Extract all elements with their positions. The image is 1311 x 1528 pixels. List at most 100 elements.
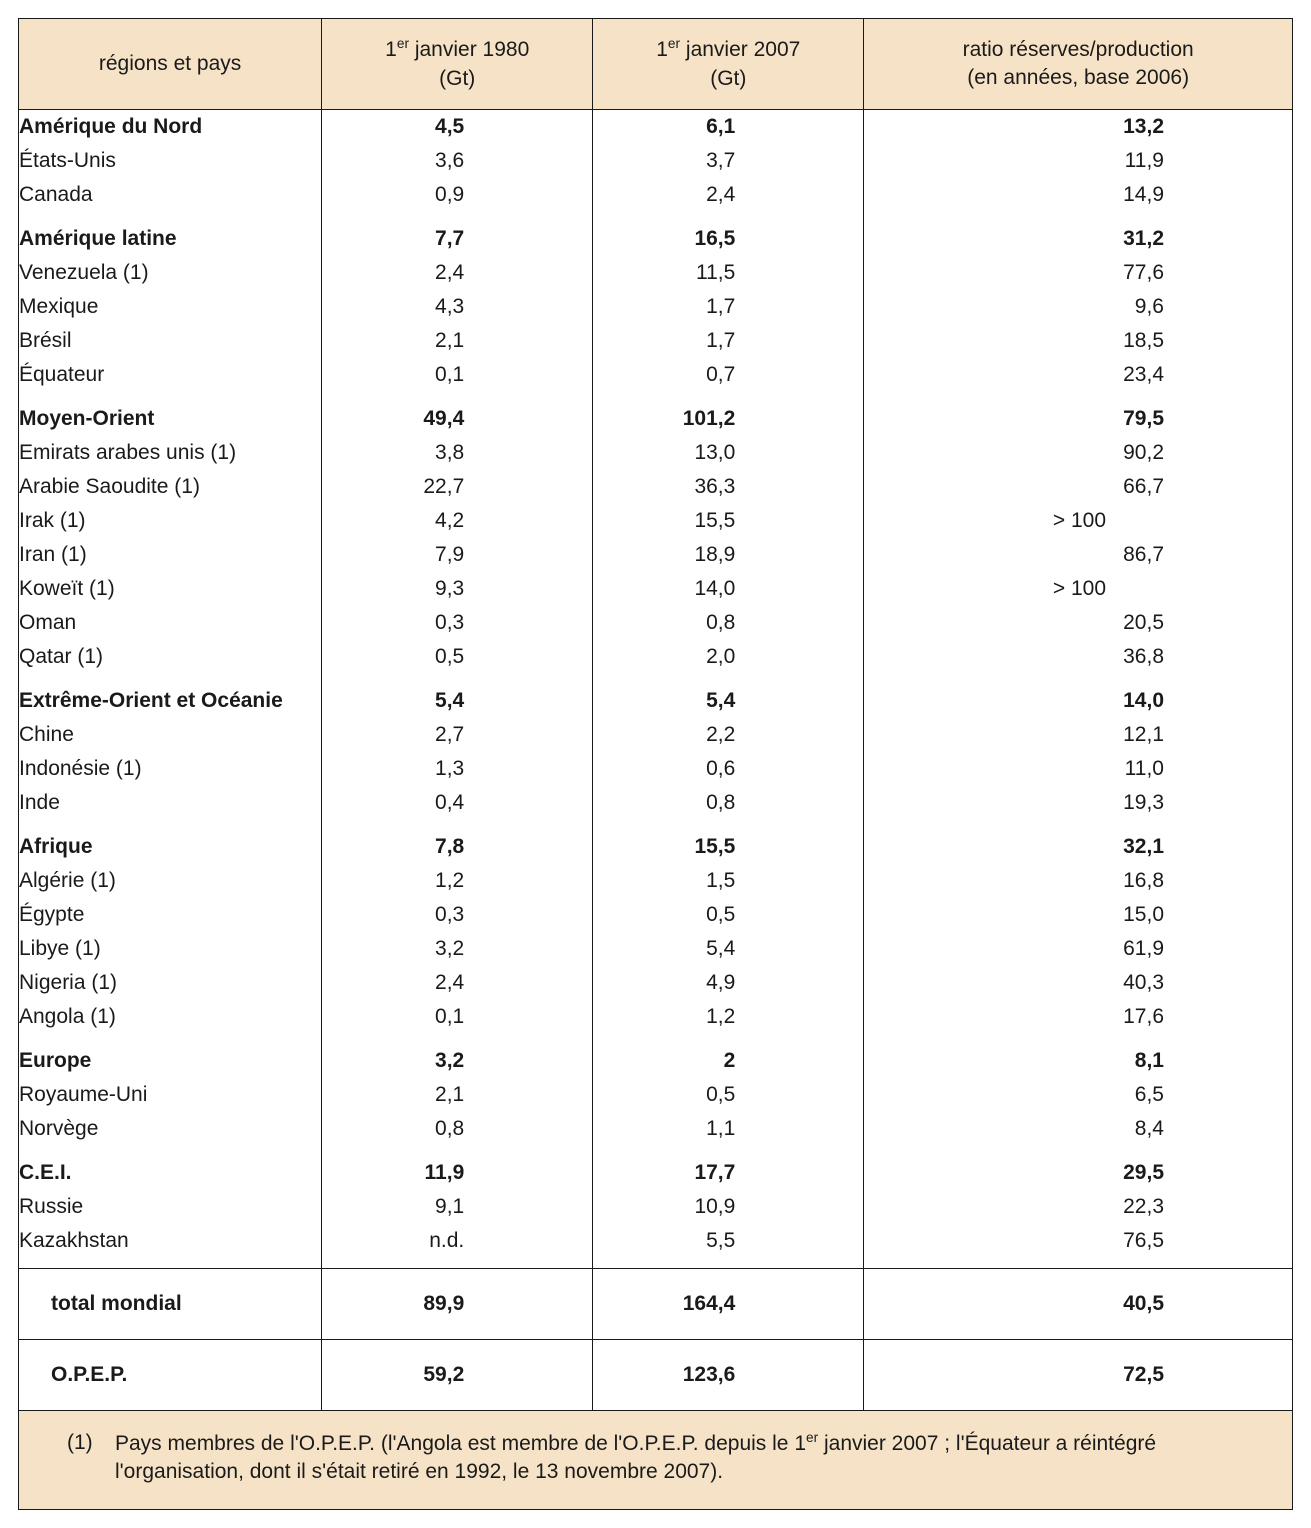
- table-row: O.P.E.P.59,2123,672,5: [19, 1340, 1293, 1411]
- value-2007: 2,0: [593, 640, 864, 674]
- table-row: Russie9,110,922,3: [19, 1190, 1293, 1224]
- value-1980: 2,7: [322, 718, 593, 752]
- region-label: Indonésie (1): [19, 752, 322, 786]
- value-1980: 3,6: [322, 144, 593, 178]
- value-1980: 0,4: [322, 786, 593, 820]
- value-ratio: 79,5: [864, 402, 1293, 436]
- region-label: Moyen-Orient: [19, 402, 322, 436]
- value-1980: 2,1: [322, 1078, 593, 1112]
- table-header: régions et pays 1er janvier 1980(Gt) 1er…: [19, 19, 1293, 110]
- value-2007: 2,4: [593, 178, 864, 212]
- value-1980: 2,4: [322, 256, 593, 290]
- value-ratio: 9,6: [864, 290, 1293, 324]
- value-ratio: 32,1: [864, 830, 1293, 864]
- value-2007: 5,4: [593, 932, 864, 966]
- region-label: Algérie (1): [19, 864, 322, 898]
- value-ratio: 16,8: [864, 864, 1293, 898]
- value-ratio: 11,0: [864, 752, 1293, 786]
- value-1980: 9,1: [322, 1190, 593, 1224]
- value-ratio: 20,5: [864, 606, 1293, 640]
- value-1980: 2,1: [322, 324, 593, 358]
- value-2007: 1,5: [593, 864, 864, 898]
- spacer-row: [19, 1258, 1293, 1269]
- value-1980: 1,2: [322, 864, 593, 898]
- spacer-row: [19, 1146, 1293, 1156]
- table-row: Amérique latine7,716,531,2: [19, 222, 1293, 256]
- value-1980: 4,3: [322, 290, 593, 324]
- table-row: Europe3,228,1: [19, 1044, 1293, 1078]
- value-1980: 0,9: [322, 178, 593, 212]
- table-row: États-Unis3,63,711,9: [19, 144, 1293, 178]
- value-2007: 2,2: [593, 718, 864, 752]
- value-1980: 0,1: [322, 358, 593, 392]
- value-1980: 49,4: [322, 402, 593, 436]
- value-2007: 5,5: [593, 1224, 864, 1258]
- value-ratio: 17,6: [864, 1000, 1293, 1034]
- table-row: Arabie Saoudite (1)22,736,366,7: [19, 470, 1293, 504]
- table-row: Moyen-Orient49,4101,279,5: [19, 402, 1293, 436]
- total-label: O.P.E.P.: [19, 1340, 322, 1411]
- value-1980: n.d.: [322, 1224, 593, 1258]
- table-row: Canada0,92,414,9: [19, 178, 1293, 212]
- value-ratio: 66,7: [864, 470, 1293, 504]
- value-ratio: 14,0: [864, 684, 1293, 718]
- value-2007: 0,7: [593, 358, 864, 392]
- region-label: Nigeria (1): [19, 966, 322, 1000]
- col-header-1980: 1er janvier 1980(Gt): [322, 19, 593, 110]
- region-label: Kazakhstan: [19, 1224, 322, 1258]
- region-label: Oman: [19, 606, 322, 640]
- value-2007: 5,4: [593, 684, 864, 718]
- table-row: Algérie (1)1,21,516,8: [19, 864, 1293, 898]
- table-row: Norvège0,81,18,4: [19, 1112, 1293, 1146]
- value-2007: 0,8: [593, 606, 864, 640]
- region-label: Arabie Saoudite (1): [19, 470, 322, 504]
- value-1980: 7,7: [322, 222, 593, 256]
- value-2007: 18,9: [593, 538, 864, 572]
- value-1980: 9,3: [322, 572, 593, 606]
- value-ratio: 77,6: [864, 256, 1293, 290]
- value-2007: 164,4: [593, 1269, 864, 1340]
- value-2007: 10,9: [593, 1190, 864, 1224]
- table-row: C.E.I.11,917,729,5: [19, 1156, 1293, 1190]
- value-2007: 1,7: [593, 290, 864, 324]
- value-ratio: 11,9: [864, 144, 1293, 178]
- value-1980: 3,8: [322, 436, 593, 470]
- table-row: Afrique7,815,532,1: [19, 830, 1293, 864]
- table-row: Angola (1)0,11,217,6: [19, 1000, 1293, 1034]
- value-2007: 1,2: [593, 1000, 864, 1034]
- table-row: Venezuela (1)2,411,577,6: [19, 256, 1293, 290]
- footnote-row: (1)Pays membres de l'O.P.E.P. (l'Angola …: [19, 1411, 1293, 1510]
- table-row: Royaume-Uni2,10,56,5: [19, 1078, 1293, 1112]
- value-2007: 14,0: [593, 572, 864, 606]
- value-ratio: 19,3: [864, 786, 1293, 820]
- value-ratio: 14,9: [864, 178, 1293, 212]
- value-1980: 0,3: [322, 898, 593, 932]
- value-2007: 0,5: [593, 1078, 864, 1112]
- value-1980: 2,4: [322, 966, 593, 1000]
- value-ratio: 40,3: [864, 966, 1293, 1000]
- value-ratio: 72,5: [864, 1340, 1293, 1411]
- value-1980: 4,5: [322, 110, 593, 145]
- table-row: Emirats arabes unis (1)3,813,090,2: [19, 436, 1293, 470]
- region-label: Irak (1): [19, 504, 322, 538]
- region-label: Brésil: [19, 324, 322, 358]
- value-ratio: 18,5: [864, 324, 1293, 358]
- value-2007: 15,5: [593, 504, 864, 538]
- table-row: Amérique du Nord4,56,113,2: [19, 110, 1293, 145]
- region-label: Mexique: [19, 290, 322, 324]
- value-ratio: 8,1: [864, 1044, 1293, 1078]
- table-row: Indonésie (1)1,30,611,0: [19, 752, 1293, 786]
- value-2007: 0,5: [593, 898, 864, 932]
- value-1980: 3,2: [322, 1044, 593, 1078]
- value-1980: 7,9: [322, 538, 593, 572]
- value-2007: 4,9: [593, 966, 864, 1000]
- table-row: Inde0,40,819,3: [19, 786, 1293, 820]
- table-row: Nigeria (1)2,44,940,3: [19, 966, 1293, 1000]
- value-ratio: 31,2: [864, 222, 1293, 256]
- value-2007: 13,0: [593, 436, 864, 470]
- spacer-row: [19, 1034, 1293, 1044]
- region-label: Russie: [19, 1190, 322, 1224]
- region-label: Venezuela (1): [19, 256, 322, 290]
- spacer-row: [19, 820, 1293, 830]
- col-header-2007: 1er janvier 2007(Gt): [593, 19, 864, 110]
